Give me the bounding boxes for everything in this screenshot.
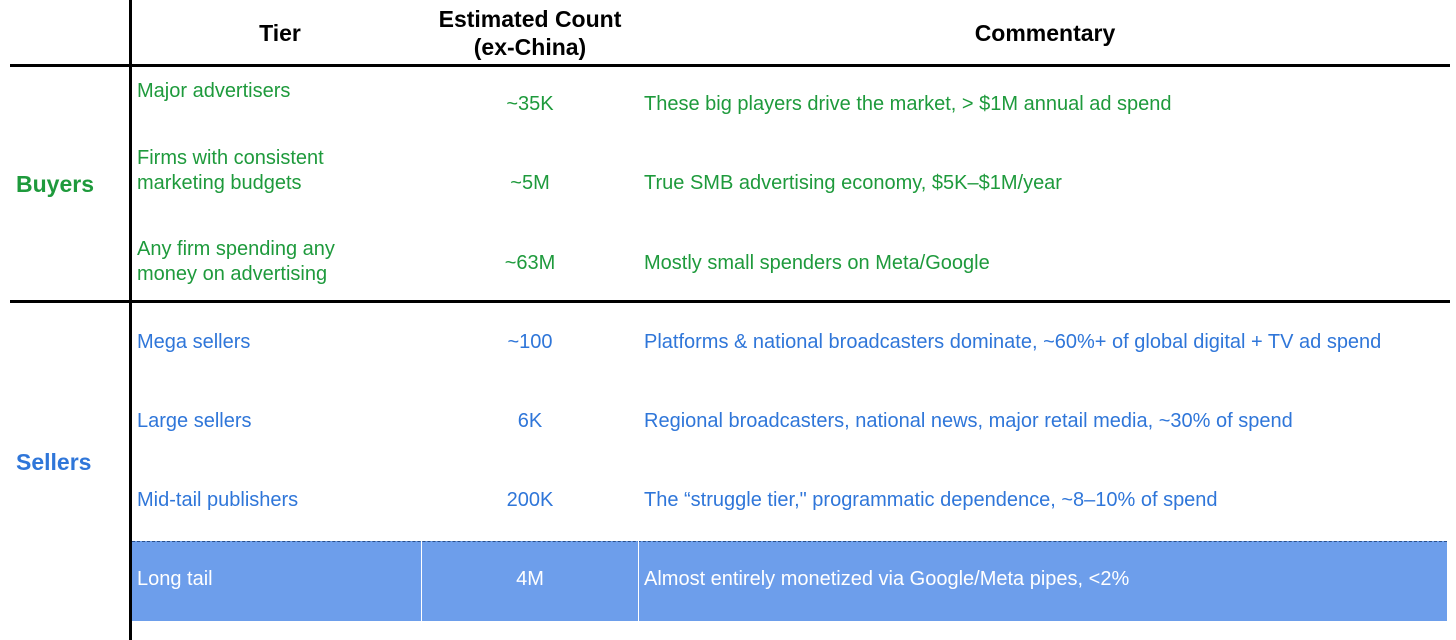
tier-cell-line1: Firms with consistent: [137, 147, 324, 169]
commentary-cell: The “struggle tier," programmatic depend…: [644, 489, 1218, 511]
header-commentary: Commentary: [974, 20, 1116, 46]
tier-cell: Any firm spending any money on advertisi…: [137, 237, 335, 287]
highlighted-row-divider: [638, 541, 639, 621]
count-cell: 200K: [506, 489, 554, 511]
tier-cell-line1: Any firm spending any: [137, 238, 335, 260]
commentary-cell: True SMB advertising economy, $5K–$1M/ye…: [644, 172, 1062, 194]
commentary-cell: These big players drive the market, > $1…: [644, 93, 1172, 115]
commentary-cell: Mostly small spenders on Meta/Google: [644, 252, 990, 274]
header-count-line1: Estimated Count: [438, 6, 622, 32]
group-label-buyers: Buyers: [16, 171, 94, 197]
commentary-cell: Almost entirely monetized via Google/Met…: [644, 568, 1130, 590]
column-divider: [129, 0, 132, 640]
tier-cell: Mega sellers: [137, 331, 251, 353]
header-count: Estimated Count (ex-China): [410, 5, 650, 61]
tier-cell: Firms with consistent marketing budgets: [137, 146, 324, 196]
tier-cell-line2: money on advertising: [137, 263, 328, 285]
count-cell: ~63M: [504, 252, 556, 274]
highlighted-row-background: [132, 541, 1447, 621]
tier-cell: Mid-tail publishers: [137, 489, 299, 511]
count-cell: 4M: [516, 568, 544, 590]
count-cell: ~5M: [510, 172, 550, 194]
commentary-cell: Regional broadcasters, national news, ma…: [644, 410, 1293, 432]
highlighted-row-divider: [421, 541, 422, 621]
tier-cell: Large sellers: [137, 410, 252, 432]
tier-cell-line2: marketing budgets: [137, 172, 302, 194]
count-cell: ~35K: [506, 93, 554, 115]
commentary-cell: Platforms & national broadcasters domina…: [644, 331, 1382, 353]
group-divider: [10, 300, 1450, 303]
header-divider: [10, 64, 1450, 67]
header-tier: Tier: [259, 20, 301, 46]
count-cell: ~100: [507, 331, 553, 353]
tier-cell: Major advertisers: [137, 80, 291, 102]
tier-cell: Long tail: [137, 568, 213, 590]
count-cell: 6K: [517, 410, 543, 432]
header-count-line2: (ex-China): [473, 34, 587, 60]
group-label-sellers: Sellers: [16, 449, 92, 475]
